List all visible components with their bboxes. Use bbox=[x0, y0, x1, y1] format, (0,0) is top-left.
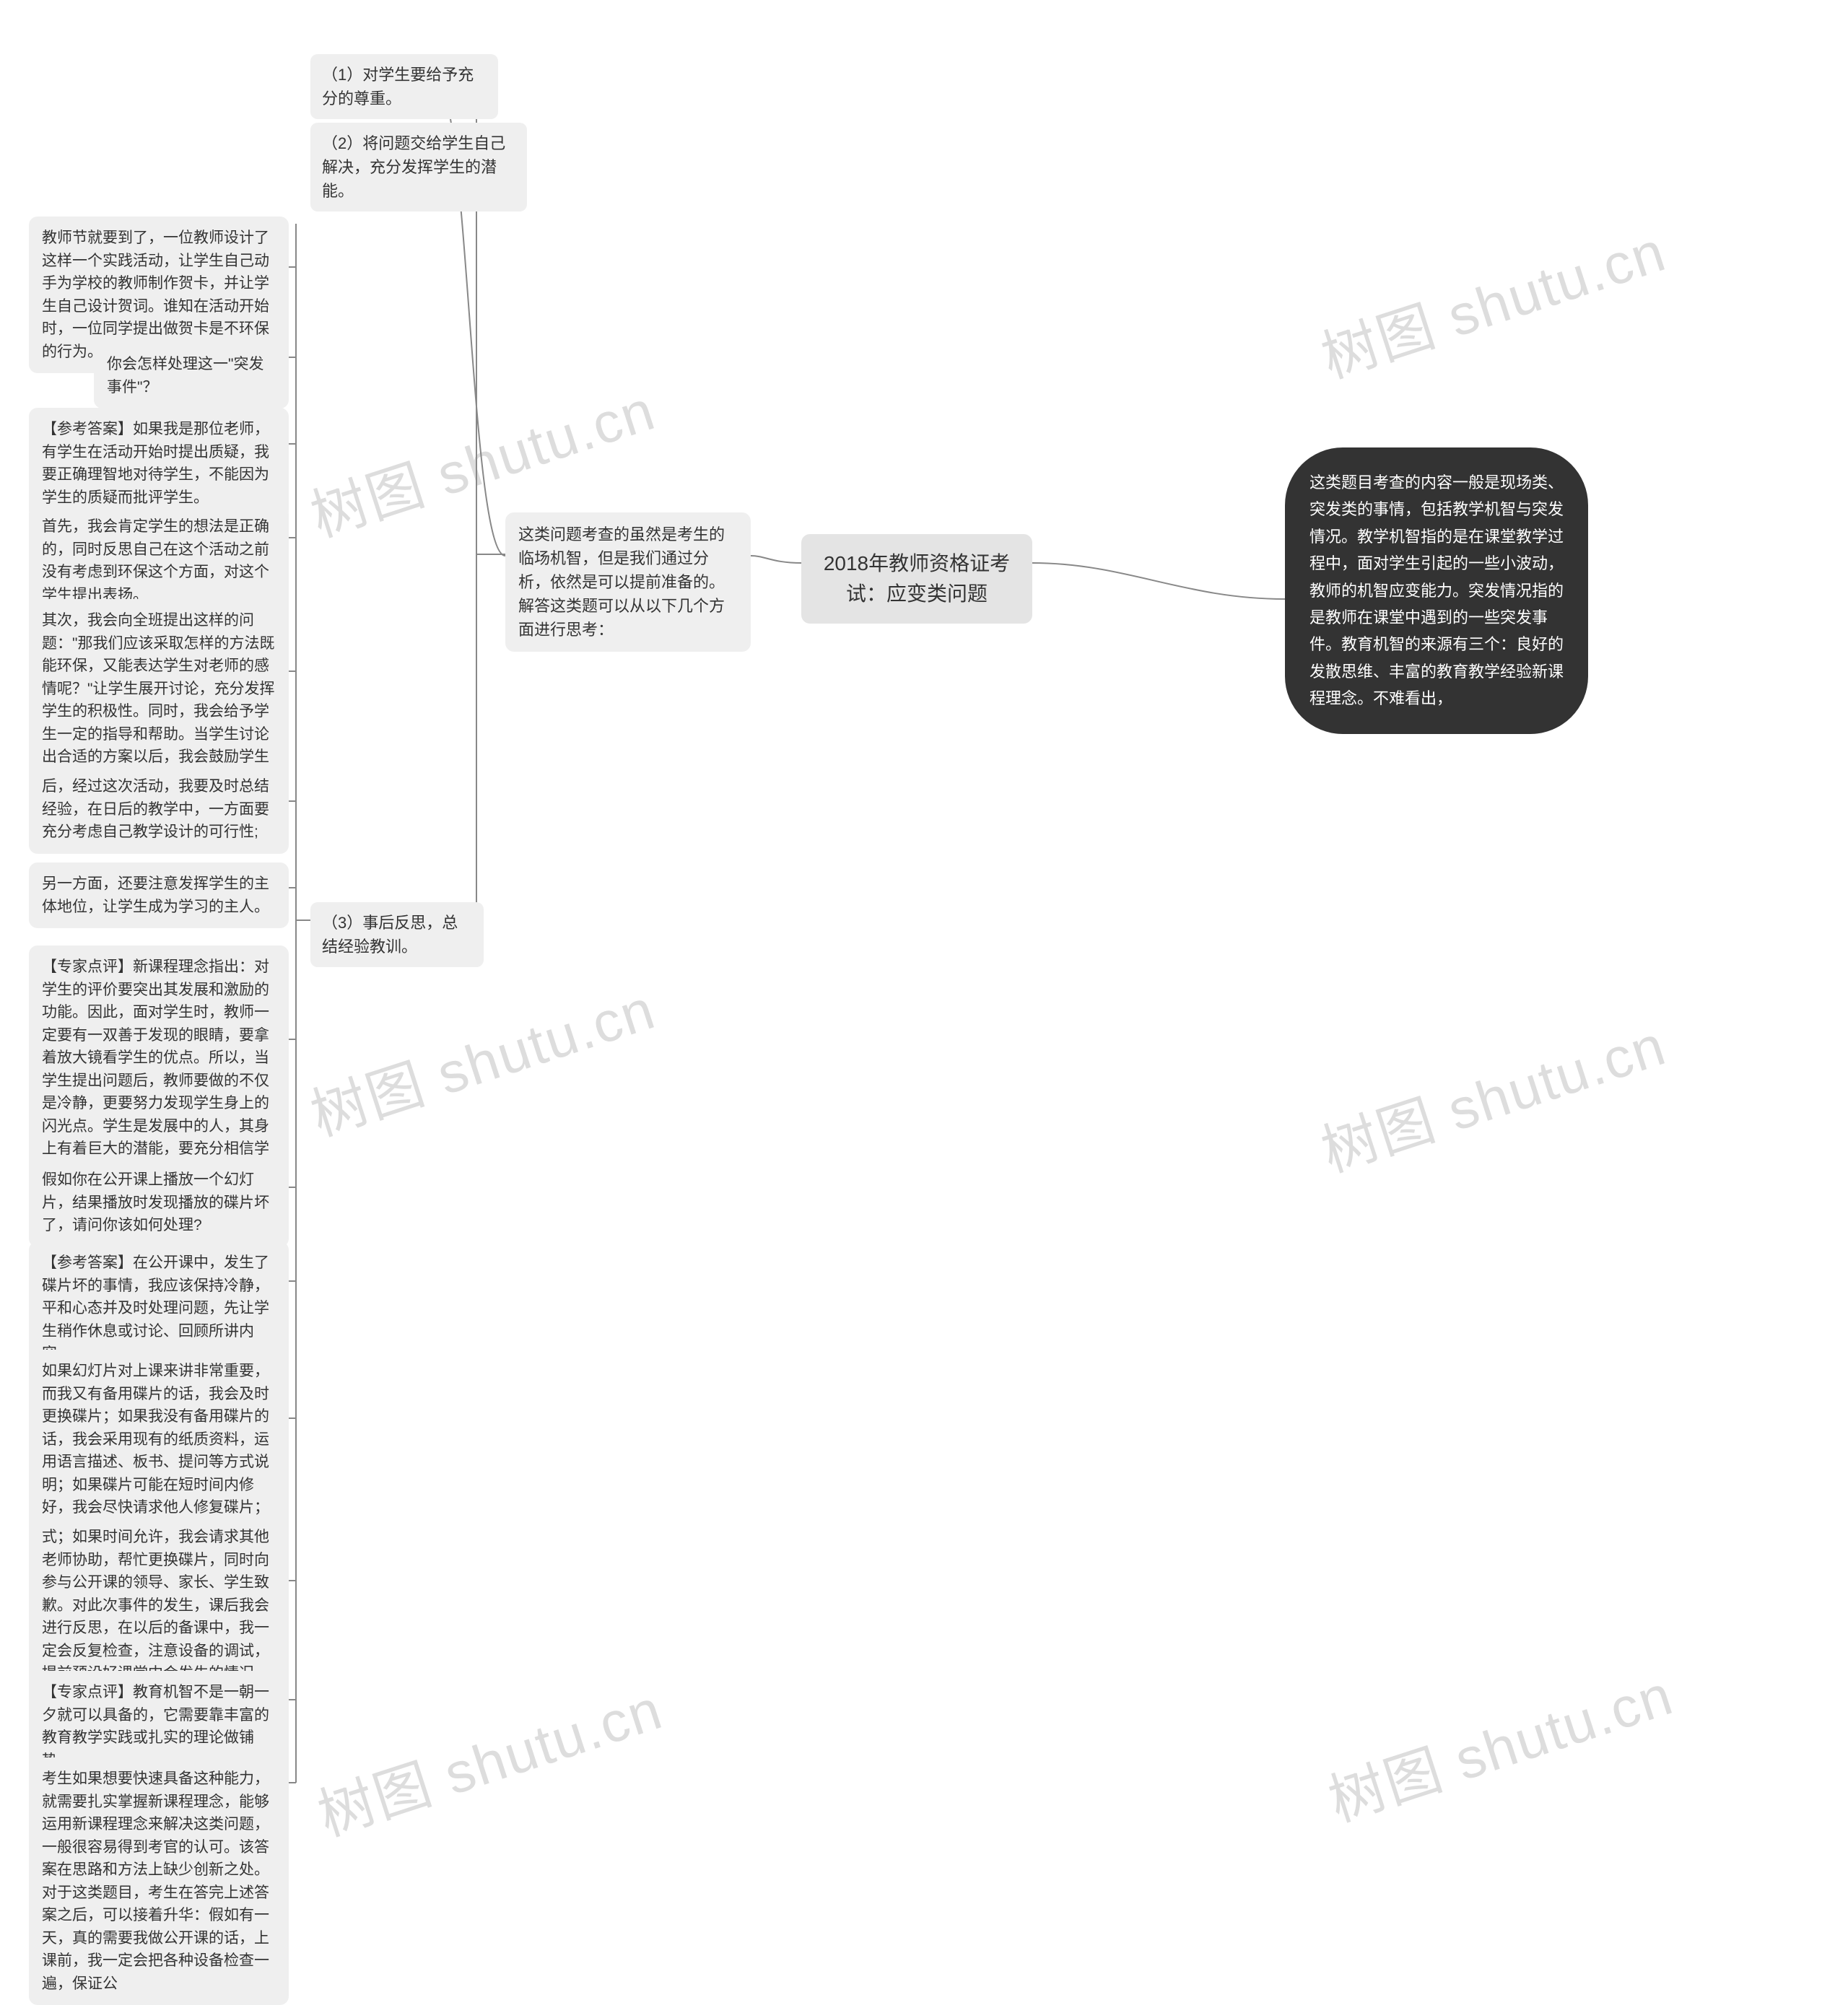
leaf-04-text: 首先，我会肯定学生的想法是正确的，同时反思自己在这个活动之前没有考虑到环保这个方… bbox=[42, 518, 269, 603]
center-title: 2018年教师资格证考试：应变类问题 bbox=[824, 552, 1010, 605]
watermark: 树图 shutu.cn bbox=[1317, 1650, 1682, 1837]
watermark: 树图 shutu.cn bbox=[307, 1664, 671, 1851]
branch-2: （2）将问题交给学生自己解决，充分发挥学生的潜能。 bbox=[310, 123, 527, 211]
leaf-07-text: 另一方面，还要注意发挥学生的主体地位，让学生成为学习的主人。 bbox=[42, 875, 269, 915]
leaf-06-text: 后，经过这次活动，我要及时总结经验，在日后的教学中，一方面要充分考虑自己教学设计… bbox=[42, 778, 269, 840]
leaf-02: 你会怎样处理这一"突发事件"？ bbox=[94, 343, 289, 409]
leaf-02-text: 你会怎样处理这一"突发事件"？ bbox=[107, 356, 263, 396]
left-sub-text: 这类问题考查的虽然是考生的临场机智，但是我们通过分析，依然是可以提前准备的。解答… bbox=[518, 525, 725, 639]
branch-1: （1）对学生要给予充分的尊重。 bbox=[310, 54, 498, 119]
watermark: 树图 shutu.cn bbox=[1310, 1000, 1675, 1187]
leaf-13-text: 【专家点评】教育机智不是一朝一夕就可以具备的，它需要靠丰富的教育教学实践或扎实的… bbox=[42, 1684, 269, 1769]
leaf-09-text: 假如你在公开课上播放一个幻灯片，结果播放时发现播放的碟片坏了，请问你该如何处理? bbox=[42, 1171, 269, 1233]
leaf-07: 另一方面，还要注意发挥学生的主体地位，让学生成为学习的主人。 bbox=[29, 862, 289, 928]
branch-3-text: （3）事后反思，总结经验教训。 bbox=[322, 914, 458, 956]
branch-3: （3）事后反思，总结经验教训。 bbox=[310, 902, 484, 967]
leaf-10-text: 【参考答案】在公开课中，发生了碟片坏的事情，我应该保持冷静，平和心态并及时处理问… bbox=[42, 1254, 269, 1362]
left-sub-node: 这类问题考查的虽然是考生的临场机智，但是我们通过分析，依然是可以提前准备的。解答… bbox=[505, 512, 751, 652]
right-node: 这类题目考查的内容一般是现场类、突发类的事情，包括教学机智与突发情况。教学机智指… bbox=[1285, 447, 1588, 734]
center-node: 2018年教师资格证考试：应变类问题 bbox=[801, 534, 1032, 624]
watermark: 树图 shutu.cn bbox=[300, 964, 664, 1151]
leaf-01-text: 教师节就要到了，一位教师设计了这样一个实践活动，让学生自己动手为学校的教师制作贺… bbox=[42, 230, 269, 360]
leaf-14-text: 考生如果想要快速具备这种能力，就需要扎实掌握新课程理念，能够运用新课程理念来解决… bbox=[42, 1770, 269, 1992]
leaf-14: 考生如果想要快速具备这种能力，就需要扎实掌握新课程理念，能够运用新课程理念来解决… bbox=[29, 1757, 289, 2005]
watermark: 树图 shutu.cn bbox=[1310, 206, 1675, 393]
leaf-03-text: 【参考答案】如果我是那位老师，有学生在活动开始时提出质疑，我要正确理智地对待学生… bbox=[42, 421, 269, 506]
leaf-06: 后，经过这次活动，我要及时总结经验，在日后的教学中，一方面要充分考虑自己教学设计… bbox=[29, 765, 289, 854]
branch-2-text: （2）将问题交给学生自己解决，充分发挥学生的潜能。 bbox=[322, 134, 505, 200]
right-text: 这类题目考查的内容一般是现场类、突发类的事情，包括教学机智与突发情况。教学机智指… bbox=[1309, 473, 1564, 707]
branch-1-text: （1）对学生要给予充分的尊重。 bbox=[322, 66, 474, 108]
leaf-03: 【参考答案】如果我是那位老师，有学生在活动开始时提出质疑，我要正确理智地对待学生… bbox=[29, 408, 289, 519]
leaf-09: 假如你在公开课上播放一个幻灯片，结果播放时发现播放的碟片坏了，请问你该如何处理? bbox=[29, 1158, 289, 1247]
